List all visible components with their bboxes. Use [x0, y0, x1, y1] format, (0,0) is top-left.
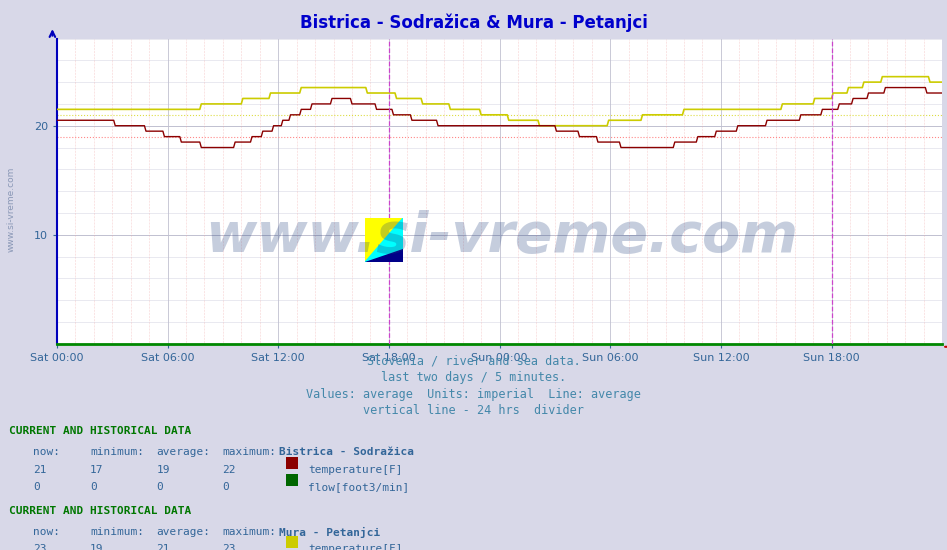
Text: 19: 19 — [156, 465, 170, 475]
Text: 22: 22 — [223, 465, 236, 475]
Polygon shape — [366, 218, 403, 262]
Text: temperature[F]: temperature[F] — [308, 544, 402, 550]
Text: Bistrica - Sodražica & Mura - Petanjci: Bistrica - Sodražica & Mura - Petanjci — [299, 14, 648, 32]
Text: maximum:: maximum: — [223, 447, 277, 457]
Text: flow[foot3/min]: flow[foot3/min] — [308, 482, 409, 492]
Text: now:: now: — [33, 447, 61, 457]
Text: 0: 0 — [223, 482, 229, 492]
Text: CURRENT AND HISTORICAL DATA: CURRENT AND HISTORICAL DATA — [9, 506, 191, 516]
Text: Slovenia / river and sea data.: Slovenia / river and sea data. — [366, 355, 581, 368]
Text: maximum:: maximum: — [223, 527, 277, 537]
Text: 23: 23 — [33, 544, 46, 550]
Text: average:: average: — [156, 447, 210, 457]
Text: 0: 0 — [156, 482, 163, 492]
Text: 21: 21 — [33, 465, 46, 475]
Text: average:: average: — [156, 527, 210, 537]
Text: 23: 23 — [223, 544, 236, 550]
Text: Bistrica - Sodražica: Bistrica - Sodražica — [279, 447, 415, 457]
Text: now:: now: — [33, 527, 61, 537]
Text: Mura - Petanjci: Mura - Petanjci — [279, 527, 381, 538]
Text: CURRENT AND HISTORICAL DATA: CURRENT AND HISTORICAL DATA — [9, 426, 191, 436]
Text: www.si-vreme.com: www.si-vreme.com — [7, 166, 16, 252]
Text: temperature[F]: temperature[F] — [308, 465, 402, 475]
Text: vertical line - 24 hrs  divider: vertical line - 24 hrs divider — [363, 404, 584, 417]
Text: 21: 21 — [156, 544, 170, 550]
Text: Values: average  Units: imperial  Line: average: Values: average Units: imperial Line: av… — [306, 388, 641, 401]
Text: 19: 19 — [90, 544, 103, 550]
Polygon shape — [366, 249, 403, 262]
Text: 0: 0 — [33, 482, 40, 492]
Text: 17: 17 — [90, 465, 103, 475]
Polygon shape — [366, 218, 403, 262]
Text: minimum:: minimum: — [90, 527, 144, 537]
Text: minimum:: minimum: — [90, 447, 144, 457]
Text: 0: 0 — [90, 482, 97, 492]
Text: last two days / 5 minutes.: last two days / 5 minutes. — [381, 371, 566, 384]
Text: www.si-vreme.com: www.si-vreme.com — [205, 210, 798, 263]
